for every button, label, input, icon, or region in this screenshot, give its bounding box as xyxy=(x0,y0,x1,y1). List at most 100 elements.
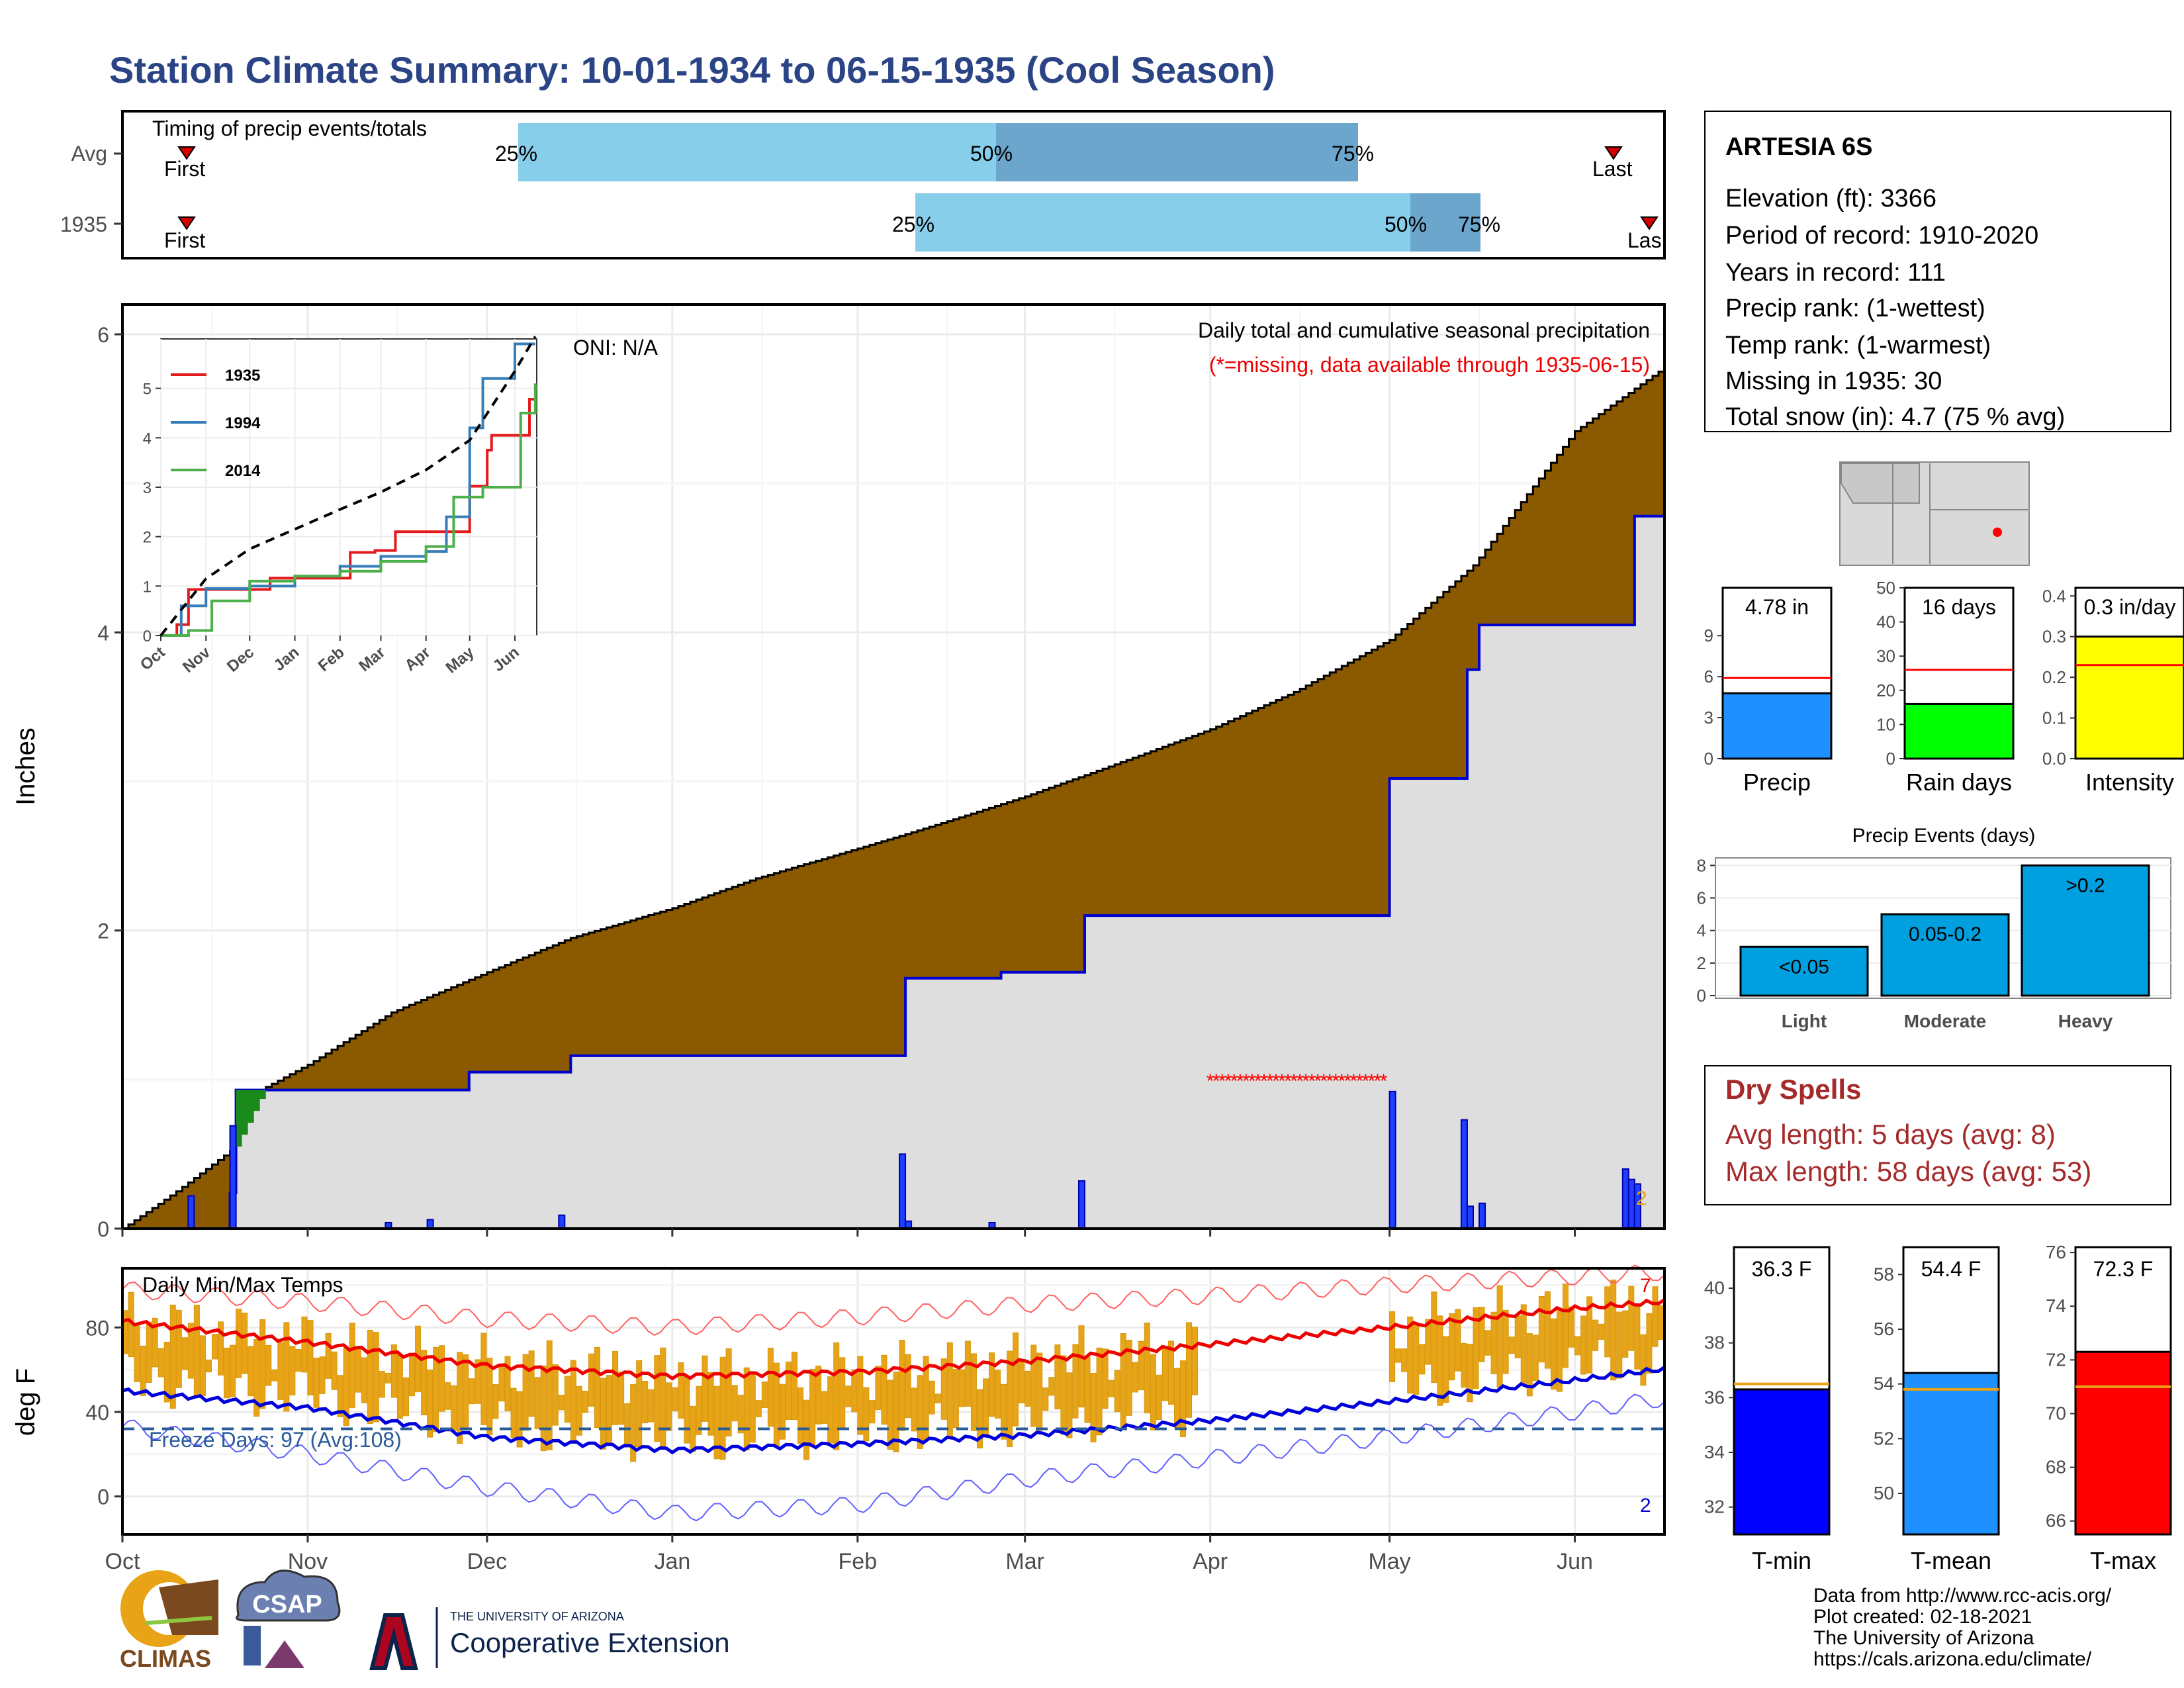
daily-temp-bar xyxy=(451,1385,457,1431)
daily-temp-bar xyxy=(1484,1330,1491,1356)
daily-temp-bar xyxy=(1610,1280,1617,1381)
daily-temp-bar xyxy=(731,1385,738,1422)
avg-max-line xyxy=(122,1298,1666,1381)
daily-temp-bar xyxy=(1616,1311,1623,1379)
1935-q50-q75-bar xyxy=(1410,193,1480,252)
coop-ext-logo-text: Cooperative Extension xyxy=(450,1627,730,1658)
station-name: ARTESIA 6S xyxy=(1725,133,1872,161)
daily-temp-bar xyxy=(1156,1374,1162,1420)
temp-summary-tick-label: 32 xyxy=(1704,1497,1725,1517)
daily-temp-bar xyxy=(546,1340,553,1450)
daily-temp-bar xyxy=(1634,1304,1641,1370)
daily-precip-bar xyxy=(187,1195,195,1229)
temp-summary-bar-charts: 32 34 36 38 40 36.3 F T-min 50 52 54 56 58 54.4 F T-m… xyxy=(1704,1242,2172,1574)
timing-label: Timing of precip events/totals xyxy=(152,117,427,140)
daily-temp-bar xyxy=(337,1375,343,1417)
csap-logo: CSAP xyxy=(236,1570,341,1668)
summary-tick-label: 0.2 xyxy=(2042,667,2066,687)
daily-temp-bar xyxy=(600,1378,607,1450)
daily-temp-bar xyxy=(355,1346,361,1393)
events-tick-label: 4 xyxy=(1697,921,1706,941)
month-label: May xyxy=(1368,1549,1410,1574)
inset-lines xyxy=(159,336,537,637)
events-title: Precip Events (days) xyxy=(1852,825,2036,847)
daily-temp-bars xyxy=(122,1280,1664,1462)
daily-temp-bar xyxy=(1173,1368,1180,1428)
temp-summary-value-2: 72.3 F xyxy=(2093,1257,2154,1281)
daily-temp-bar xyxy=(1479,1307,1485,1362)
daily-temp-bar xyxy=(630,1383,637,1462)
daily-temp-bar xyxy=(719,1356,726,1460)
missing-asterisk: * xyxy=(1344,1070,1352,1092)
daily-temp-bar xyxy=(1640,1334,1647,1386)
timing-row-avg-label: Avg xyxy=(71,142,107,165)
cumulative-1935-area xyxy=(122,514,1666,1230)
daily-temp-bar xyxy=(1389,1311,1396,1382)
daily-temp-bar xyxy=(475,1359,481,1404)
daily-temp-bar xyxy=(893,1372,899,1452)
events-bar-label-2: >0.2 xyxy=(2066,874,2105,896)
daily-temp-bar xyxy=(1019,1362,1025,1403)
daily-temp-bar xyxy=(1114,1370,1120,1413)
missing-asterisk: * xyxy=(1242,1070,1250,1092)
missing-asterisk: * xyxy=(1236,1070,1244,1092)
temp-lines xyxy=(122,1264,1666,1522)
summary-bar-charts: 0 3 6 9 4.78 in Precip 0 10 20 30 40 50 16 days Rain … xyxy=(1704,578,2184,796)
daily-temp-bar xyxy=(785,1361,792,1420)
daily-temp-bar xyxy=(958,1369,965,1407)
missing-asterisk: * xyxy=(1320,1070,1328,1092)
inset-ytick-label: 0 xyxy=(143,628,152,645)
events-tick-label: 0 xyxy=(1697,986,1706,1006)
daily-temp-bar xyxy=(379,1371,385,1398)
daily-temp-bar xyxy=(624,1403,631,1448)
daily-temp-bar xyxy=(779,1383,786,1440)
daily-precip-bar xyxy=(1621,1168,1629,1229)
daily-temp-bar xyxy=(1586,1296,1593,1374)
summary-tick-label: 20 xyxy=(1876,680,1895,700)
events-bar-label-0: <0.05 xyxy=(1779,956,1829,978)
summary-tick-label: 10 xyxy=(1876,714,1895,734)
inset-ytick-label: 5 xyxy=(143,381,152,399)
climas-logo: CLIMAS xyxy=(120,1570,218,1672)
missing-asterisk: * xyxy=(1224,1070,1232,1092)
daily-temp-bar xyxy=(445,1382,451,1410)
precip-ytick-label: 4 xyxy=(97,621,109,645)
1935-first-label: First xyxy=(164,228,205,252)
inset-ytick-label: 4 xyxy=(143,430,152,447)
daily-temp-bar xyxy=(1066,1372,1073,1438)
1935-first-marker xyxy=(177,216,196,230)
month-label: Mar xyxy=(1005,1549,1044,1574)
avg-last-marker xyxy=(1604,146,1623,160)
daily-temp-bar xyxy=(522,1354,529,1431)
daily-precip-bar xyxy=(426,1219,434,1230)
summary-tick-label: 0.4 xyxy=(2042,586,2066,606)
dry-spells-max: Max length: 58 days (avg: 53) xyxy=(1725,1156,2091,1187)
locator-map xyxy=(1839,461,2030,566)
daily-temp-bar xyxy=(690,1405,696,1452)
above-average-area xyxy=(236,1090,266,1147)
missing-asterisk: * xyxy=(1362,1070,1370,1092)
daily-precip-bar xyxy=(1460,1119,1468,1229)
missing-asterisk: * xyxy=(1248,1070,1256,1092)
inset-ytick-label: 3 xyxy=(143,479,152,497)
daily-temp-bar xyxy=(713,1385,720,1460)
temp-bottom-count: 2 xyxy=(1640,1495,1651,1517)
daily-temp-bar xyxy=(534,1377,541,1429)
summary-tick-label: 40 xyxy=(1876,612,1895,632)
ua-cooperative-extension-logo: THE UNIVERSITY OF ARIZONA Cooperative Ex… xyxy=(369,1607,730,1670)
record-min-line xyxy=(122,1393,1665,1522)
temp-summary-tick-label: 52 xyxy=(1874,1428,1894,1448)
daily-temp-bar xyxy=(307,1320,314,1396)
daily-temp-bar xyxy=(390,1344,397,1398)
daily-temp-bar xyxy=(576,1385,582,1436)
daily-temp-bar xyxy=(588,1353,594,1407)
daily-temp-bar xyxy=(1138,1340,1144,1391)
daily-temp-bar xyxy=(134,1324,140,1383)
daily-temp-bar xyxy=(827,1376,834,1444)
precip-x-axis xyxy=(121,1229,1576,1237)
daily-temp-bar xyxy=(277,1342,284,1400)
daily-precip-bar xyxy=(558,1214,566,1229)
daily-temp-bar xyxy=(427,1369,433,1438)
summary-tick-label: 0 xyxy=(1886,749,1895,769)
daily-temp-bar xyxy=(349,1323,355,1409)
